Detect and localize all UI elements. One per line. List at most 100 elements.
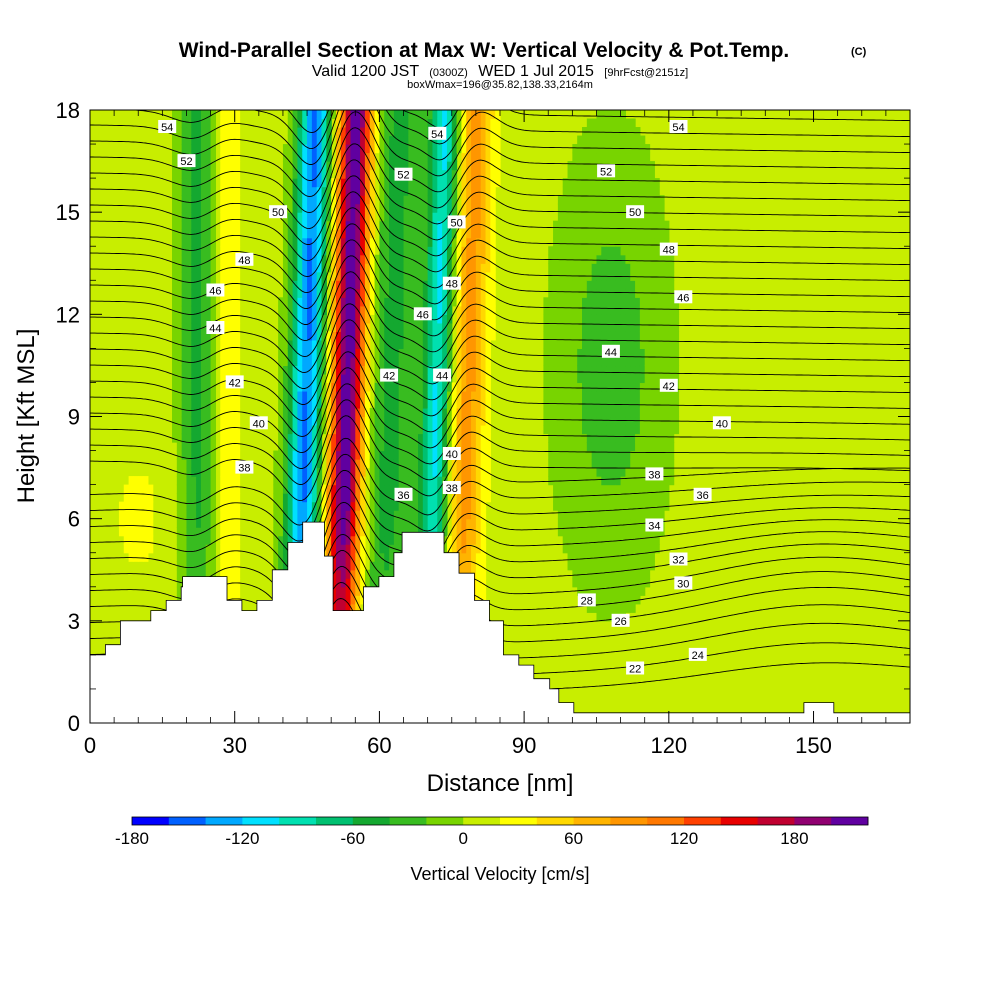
- velocity-cell: [408, 152, 414, 162]
- velocity-cell: [350, 186, 356, 196]
- velocity-cell: [446, 348, 453, 358]
- velocity-cell: [225, 467, 231, 477]
- velocity-cell: [321, 237, 327, 247]
- velocity-cell: [606, 425, 612, 435]
- velocity-cell: [606, 229, 612, 239]
- velocity-cell: [586, 365, 593, 375]
- velocity-cell: [316, 178, 323, 188]
- velocity-cell: [364, 186, 371, 196]
- velocity-cell: [229, 586, 236, 596]
- velocity-cell: [403, 476, 409, 486]
- velocity-cell: [610, 263, 617, 273]
- velocity-cell: [307, 407, 313, 418]
- velocity-cell: [172, 305, 178, 315]
- velocity-cell: [615, 459, 622, 469]
- velocity-cell: [490, 178, 496, 188]
- velocity-cell: [398, 356, 405, 367]
- velocity-cell: [287, 195, 294, 205]
- velocity-cell: [422, 382, 429, 392]
- velocity-cell: [311, 288, 318, 298]
- velocity-cell: [577, 161, 583, 171]
- velocity-cell: [379, 271, 385, 281]
- velocity-cell: [591, 297, 598, 307]
- velocity-cell: [369, 527, 376, 537]
- velocity-cell: [350, 493, 356, 503]
- velocity-cell: [234, 144, 241, 154]
- velocity-cell: [297, 297, 303, 307]
- velocity-cell: [582, 203, 588, 213]
- velocity-cell: [620, 110, 627, 120]
- velocity-cell: [422, 288, 429, 298]
- velocity-cell: [389, 476, 395, 486]
- velocity-cell: [369, 212, 376, 222]
- velocity-cell: [229, 510, 236, 520]
- velocity-cell: [586, 280, 593, 290]
- velocity-cell: [398, 127, 405, 137]
- velocity-cell: [475, 442, 482, 452]
- velocity-cell: [610, 535, 617, 545]
- velocity-cell: [413, 339, 419, 349]
- velocity-cell: [191, 195, 197, 205]
- velocity-cell: [186, 220, 192, 230]
- velocity-cell: [606, 373, 612, 384]
- velocity-cell: [181, 305, 188, 315]
- velocity-cell: [336, 127, 342, 137]
- velocity-cell: [369, 561, 376, 571]
- velocity-cell: [210, 390, 217, 401]
- velocity-cell: [630, 459, 636, 469]
- velocity-cell: [350, 178, 356, 188]
- velocity-cell: [205, 135, 212, 145]
- velocity-cell: [601, 110, 607, 120]
- velocity-cell: [321, 297, 327, 307]
- velocity-cell: [543, 425, 549, 435]
- velocity-cell: [543, 305, 549, 315]
- velocity-cell: [210, 263, 217, 273]
- velocity-cell: [379, 552, 385, 562]
- velocity-cell: [225, 348, 231, 358]
- velocity-cell: [200, 442, 207, 452]
- velocity-cell: [553, 280, 559, 290]
- velocity-cell: [606, 407, 612, 418]
- velocity-cell: [418, 399, 424, 409]
- velocity-cell: [331, 425, 337, 435]
- velocity-cell: [461, 263, 467, 273]
- velocity-cell: [379, 493, 385, 503]
- velocity-cell: [379, 178, 385, 188]
- velocity-cell: [360, 161, 366, 171]
- velocity-cell: [278, 390, 284, 401]
- velocity-cell: [615, 263, 622, 273]
- velocity-cell: [345, 459, 352, 469]
- velocity-cell: [311, 263, 318, 273]
- velocity-cell: [205, 203, 212, 213]
- velocity-cell: [610, 280, 617, 290]
- velocity-cell: [181, 501, 188, 511]
- velocity-cell: [475, 518, 482, 528]
- velocity-cell: [456, 407, 463, 418]
- velocity-cell: [620, 356, 627, 367]
- velocity-cell: [615, 467, 622, 477]
- velocity-cell: [225, 569, 231, 579]
- velocity-cell: [442, 331, 448, 341]
- velocity-cell: [210, 544, 217, 554]
- velocity-cell: [350, 288, 356, 298]
- velocity-cell: [350, 229, 356, 239]
- velocity-cell: [620, 339, 627, 349]
- velocity-cell: [630, 322, 636, 332]
- velocity-cell: [176, 501, 183, 511]
- velocity-cell: [630, 603, 636, 613]
- velocity-cell: [220, 476, 226, 486]
- velocity-cell: [205, 220, 212, 230]
- velocity-cell: [418, 220, 424, 230]
- velocity-cell: [610, 246, 617, 256]
- velocity-cell: [336, 382, 342, 392]
- velocity-cell: [606, 467, 612, 477]
- velocity-cell: [625, 152, 631, 162]
- velocity-cell: [586, 373, 593, 384]
- velocity-cell: [326, 484, 332, 494]
- velocity-cell: [292, 527, 299, 537]
- velocity-cell: [557, 450, 564, 460]
- velocity-cell: [133, 493, 139, 503]
- velocity-cell: [331, 237, 337, 247]
- velocity-cell: [461, 135, 467, 145]
- velocity-cell: [225, 450, 231, 460]
